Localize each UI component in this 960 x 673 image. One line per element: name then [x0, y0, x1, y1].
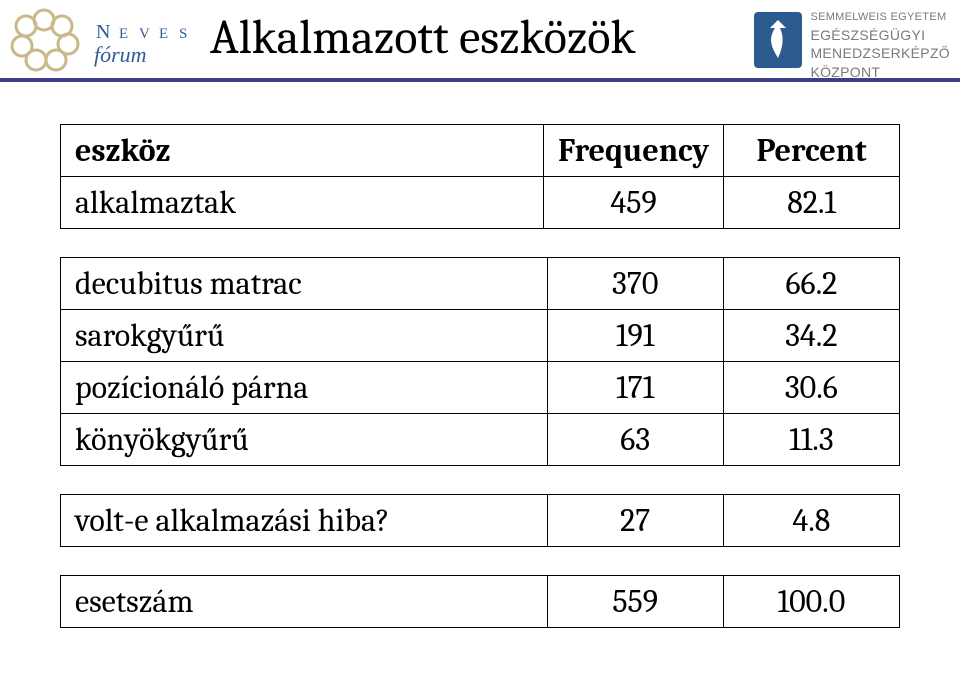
table-row: volt-e alkalmazási hiba? 27 4.8: [61, 495, 900, 547]
neves-letter: S: [179, 26, 187, 42]
table-row: sarokgyűrű 191 34.2: [61, 310, 900, 362]
cell-label: volt-e alkalmazási hiba?: [61, 495, 548, 547]
cell-value: 171: [547, 362, 723, 414]
cell-label: sarokgyűrű: [61, 310, 548, 362]
table-summary: esetszám 559 100.0: [60, 575, 900, 628]
cell-label: esetszám: [61, 576, 548, 628]
col-header: Frequency: [544, 125, 724, 177]
table-error: volt-e alkalmazási hiba? 27 4.8: [60, 494, 900, 547]
neves-letter: N: [96, 21, 110, 43]
org-text: SEMMELWEIS EGYETEM EGÉSZSÉGÜGYI MENEDZSE…: [810, 10, 950, 81]
cell-value: 459: [544, 177, 724, 229]
table-header-applied: eszköz Frequency Percent alkalmaztak 459…: [60, 124, 900, 229]
org-line: MENEDZSERKÉPZŐ: [810, 44, 950, 62]
cell-value: 27: [547, 495, 723, 547]
cell-value: 100.0: [723, 576, 899, 628]
table-row: decubitus matrac 370 66.2: [61, 258, 900, 310]
semmelweis-logo: SEMMELWEIS EGYETEM EGÉSZSÉGÜGYI MENEDZSE…: [752, 10, 950, 81]
cell-label: pozícionáló párna: [61, 362, 548, 414]
cell-value: 82.1: [724, 177, 900, 229]
neves-forum-word: fórum: [94, 42, 147, 67]
col-header: Percent: [724, 125, 900, 177]
table-row: könyökgyűrű 63 11.3: [61, 414, 900, 466]
page-title: Alkalmazott eszközök: [210, 10, 636, 65]
cell-value: 370: [547, 258, 723, 310]
cell-value: 30.6: [723, 362, 899, 414]
cell-value: 11.3: [723, 414, 899, 466]
cell-value: 66.2: [723, 258, 899, 310]
cell-value: 63: [547, 414, 723, 466]
content: eszköz Frequency Percent alkalmaztak 459…: [0, 114, 960, 628]
cell-label: decubitus matrac: [61, 258, 548, 310]
col-header: eszköz: [61, 125, 544, 177]
arrow-shield-icon: [752, 10, 804, 70]
cell-label: alkalmaztak: [61, 177, 544, 229]
neves-forum-logo: N E V E S fórum: [6, 6, 196, 80]
cell-value: 559: [547, 576, 723, 628]
cell-label: könyökgyűrű: [61, 414, 548, 466]
neves-letter: E: [119, 26, 128, 42]
table-header-row: eszköz Frequency Percent: [61, 125, 900, 177]
neves-letter: V: [139, 26, 150, 42]
table-row: alkalmaztak 459 82.1: [61, 177, 900, 229]
cell-value: 34.2: [723, 310, 899, 362]
header: N E V E S fórum Alkalmazott eszközök SEM…: [0, 0, 960, 114]
cell-value: 4.8: [723, 495, 899, 547]
org-line: SEMMELWEIS EGYETEM: [810, 10, 950, 24]
neves-letter: E: [159, 26, 168, 42]
org-line: EGÉSZSÉGÜGYI: [810, 26, 950, 44]
cell-value: 191: [547, 310, 723, 362]
table-row: pozícionáló párna 171 30.6: [61, 362, 900, 414]
header-rule: [0, 78, 960, 82]
table-row: esetszám 559 100.0: [61, 576, 900, 628]
table-devices: decubitus matrac 370 66.2 sarokgyűrű 191…: [60, 257, 900, 466]
